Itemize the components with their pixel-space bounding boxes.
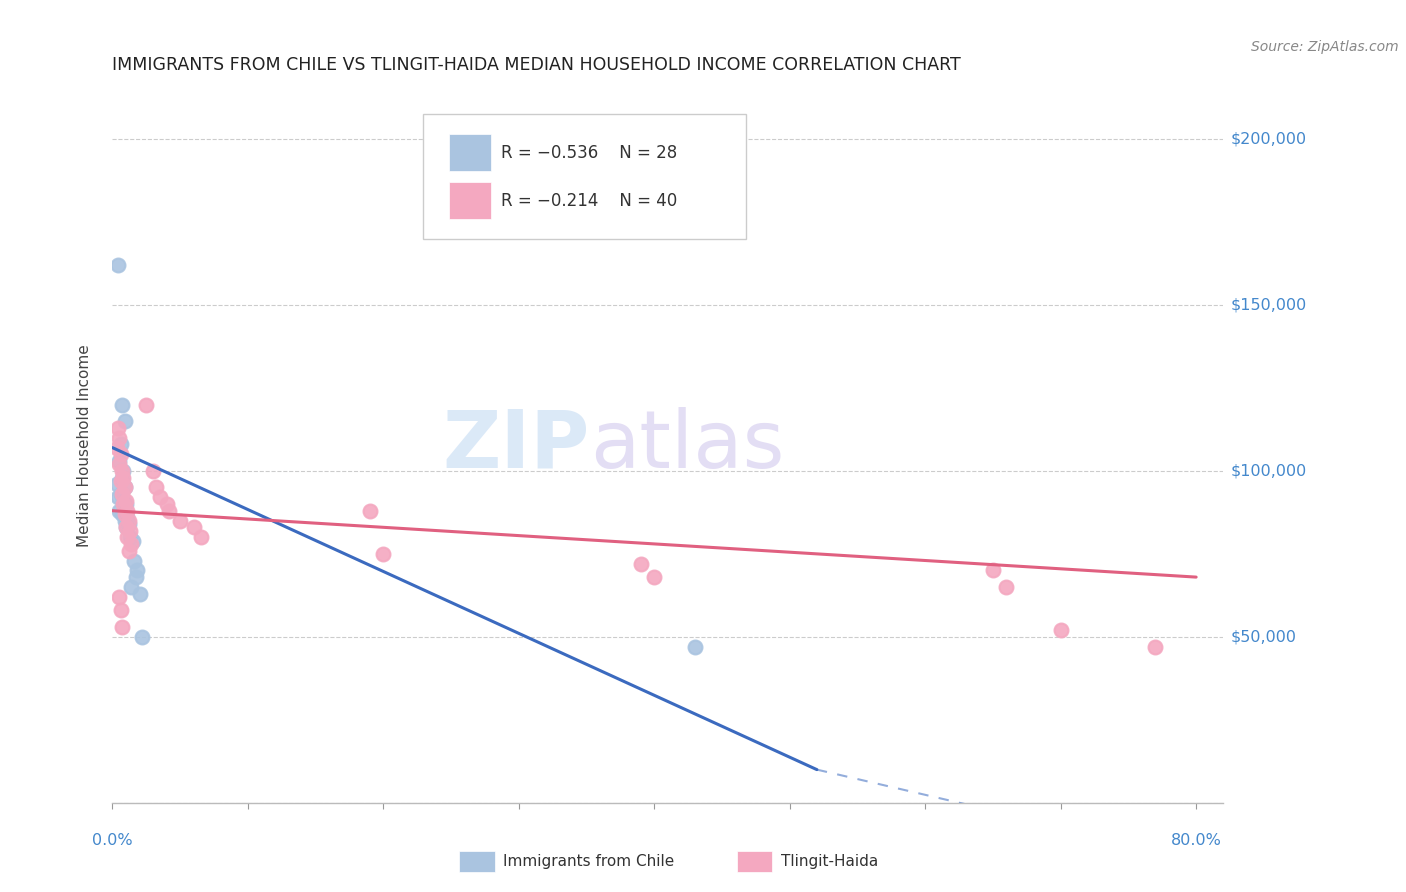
Point: [112, 470, 135, 484]
Point: [108, 431, 131, 445]
Point: [359, 504, 381, 518]
Text: ZIP: ZIP: [443, 407, 591, 485]
Point: [107, 258, 129, 272]
Point: [117, 504, 139, 518]
Point: [111, 397, 134, 411]
Point: [114, 481, 136, 495]
Bar: [449, 134, 491, 171]
Point: [111, 620, 134, 634]
Point: [128, 587, 150, 601]
Point: [111, 507, 134, 521]
Point: [117, 530, 139, 544]
Point: [120, 530, 142, 544]
Point: [110, 603, 132, 617]
Point: [643, 570, 665, 584]
Point: [118, 543, 141, 558]
Point: [110, 474, 132, 488]
Point: [124, 570, 146, 584]
Point: [995, 580, 1018, 594]
Point: [105, 477, 128, 491]
Point: [630, 557, 652, 571]
Text: $200,000: $200,000: [1230, 131, 1306, 146]
Text: $150,000: $150,000: [1230, 297, 1306, 312]
Point: [183, 520, 205, 534]
Point: [156, 497, 179, 511]
Text: Tlingit-Haida: Tlingit-Haida: [782, 854, 879, 869]
Point: [110, 437, 132, 451]
Point: [149, 491, 172, 505]
Point: [115, 493, 138, 508]
Y-axis label: Median Household Income: Median Household Income: [77, 344, 91, 548]
Point: [108, 454, 131, 468]
Text: 80.0%: 80.0%: [1171, 833, 1222, 848]
Point: [111, 470, 134, 484]
Point: [120, 537, 142, 551]
Text: $100,000: $100,000: [1230, 463, 1306, 478]
Bar: [737, 851, 772, 872]
Point: [1144, 640, 1167, 654]
Point: [157, 504, 180, 518]
FancyBboxPatch shape: [423, 114, 745, 239]
Point: [125, 564, 148, 578]
Text: R = −0.214    N = 40: R = −0.214 N = 40: [501, 192, 678, 210]
Point: [105, 441, 128, 455]
Point: [108, 457, 131, 471]
Point: [118, 516, 141, 531]
Point: [112, 464, 135, 478]
Point: [108, 590, 131, 604]
Point: [683, 640, 706, 654]
Point: [112, 497, 135, 511]
Point: [117, 510, 139, 524]
Point: [115, 497, 138, 511]
Point: [122, 553, 145, 567]
Point: [112, 493, 135, 508]
Point: [111, 464, 134, 478]
Point: [135, 397, 157, 411]
Point: [142, 464, 165, 478]
Point: [111, 487, 134, 501]
Text: R = −0.536    N = 28: R = −0.536 N = 28: [501, 144, 678, 161]
Point: [114, 507, 136, 521]
Point: [107, 491, 129, 505]
Point: [120, 580, 142, 594]
Point: [169, 514, 191, 528]
Point: [190, 530, 212, 544]
Point: [115, 520, 138, 534]
Point: [131, 630, 153, 644]
Point: [145, 481, 167, 495]
Point: [114, 481, 136, 495]
Bar: [449, 182, 491, 219]
Text: atlas: atlas: [591, 407, 785, 485]
Point: [1049, 624, 1071, 638]
Point: [114, 514, 136, 528]
Point: [114, 414, 136, 428]
Text: IMMIGRANTS FROM CHILE VS TLINGIT-HAIDA MEDIAN HOUSEHOLD INCOME CORRELATION CHART: IMMIGRANTS FROM CHILE VS TLINGIT-HAIDA M…: [112, 56, 962, 74]
Point: [373, 547, 395, 561]
Point: [108, 504, 131, 518]
Point: [981, 564, 1004, 578]
Text: $50,000: $50,000: [1230, 630, 1296, 644]
Point: [115, 520, 138, 534]
Point: [107, 421, 129, 435]
Point: [118, 514, 141, 528]
Point: [110, 487, 132, 501]
Text: Immigrants from Chile: Immigrants from Chile: [503, 854, 675, 869]
Text: Source: ZipAtlas.com: Source: ZipAtlas.com: [1251, 40, 1399, 54]
Point: [110, 447, 132, 461]
Point: [120, 524, 142, 538]
Bar: [458, 851, 495, 872]
Point: [121, 533, 143, 548]
Text: 0.0%: 0.0%: [93, 833, 132, 848]
